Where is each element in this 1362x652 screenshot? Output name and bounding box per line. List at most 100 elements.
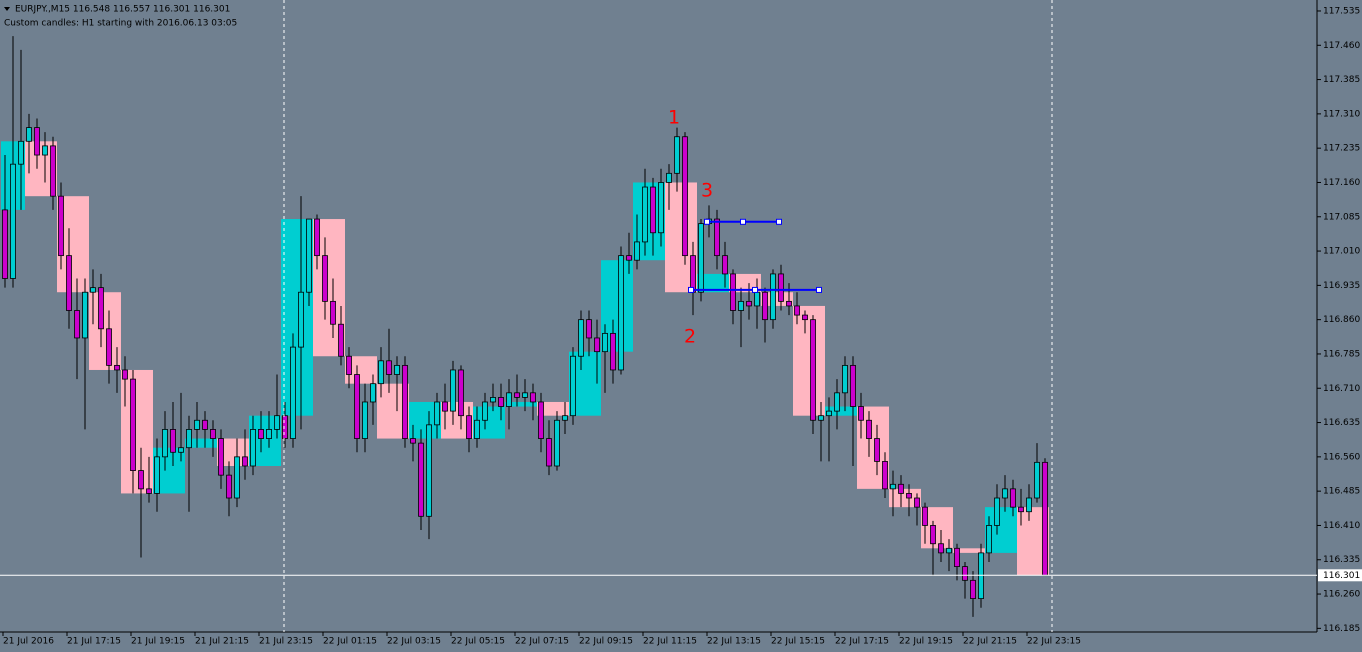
- candle-body-up: [674, 136, 680, 174]
- x-tick-label: 22 Jul 15:15: [771, 637, 825, 647]
- candle-body-down: [866, 419, 872, 439]
- level-anchor: [688, 286, 694, 293]
- candle-body-up: [754, 291, 760, 307]
- x-tick-label: 22 Jul 01:15: [323, 637, 377, 647]
- candle-body-down: [594, 337, 600, 353]
- y-tick-label: 117.010: [1323, 247, 1360, 257]
- candle-body-up: [570, 355, 576, 417]
- candle-body-up: [658, 182, 664, 234]
- candle-body-up: [578, 319, 584, 357]
- candle-body-down: [314, 218, 320, 257]
- candle-body-up: [250, 429, 256, 467]
- candle-body-up: [994, 497, 1000, 526]
- candle-body-up: [26, 127, 32, 142]
- x-tick-label: 22 Jul 05:15: [451, 637, 505, 647]
- last-price-box: [1318, 569, 1362, 582]
- annotation: 1: [668, 107, 680, 129]
- candle-body-up: [834, 392, 840, 412]
- chart-title: EURJPY.,M15 116.548 116.557 116.301 116.…: [15, 5, 230, 15]
- candle-body-up: [290, 346, 296, 439]
- candle-body-up: [562, 415, 568, 421]
- candle-body-down: [50, 145, 56, 197]
- candle-body-up: [154, 456, 160, 494]
- candle-body-down: [418, 442, 424, 517]
- candle-body-up: [90, 287, 96, 293]
- level-anchor: [752, 286, 758, 293]
- candle-body-down: [466, 415, 472, 439]
- candle-body-down: [530, 392, 536, 403]
- y-tick-label: 116.710: [1323, 384, 1360, 394]
- candle-body-down: [282, 415, 288, 439]
- candle-body-down: [882, 461, 888, 490]
- candle-body-up: [826, 410, 832, 417]
- candle-body-down: [914, 497, 920, 508]
- candle-body-down: [122, 369, 128, 380]
- candle-body-up: [1002, 488, 1008, 499]
- candle-body-down: [514, 392, 520, 398]
- y-tick-label: 116.860: [1323, 315, 1360, 325]
- candle-body-up: [378, 360, 384, 385]
- candle-body-up: [482, 401, 488, 421]
- candle-body-down: [1018, 506, 1024, 513]
- level-anchor: [740, 218, 746, 225]
- candle-body-down: [410, 438, 416, 444]
- x-tick-label: 21 Jul 17:15: [67, 637, 121, 647]
- candle-body-down: [258, 429, 264, 439]
- candle-body-down: [98, 287, 104, 330]
- y-tick-label: 116.935: [1323, 281, 1360, 291]
- candle-body-up: [274, 415, 280, 430]
- y-tick-label: 117.460: [1323, 41, 1360, 51]
- candle-body-down: [538, 401, 544, 439]
- candle-body-up: [666, 172, 672, 183]
- candle-body-up: [1026, 497, 1032, 513]
- candle-body-up: [18, 140, 24, 165]
- candle-body-down: [906, 493, 912, 499]
- x-tick-label: 22 Jul 19:15: [899, 637, 953, 647]
- candle-body-down: [762, 291, 768, 321]
- candle-body-down: [898, 483, 904, 494]
- candle-body-up: [186, 429, 192, 449]
- candle-body-up: [634, 241, 640, 261]
- candle-body-down: [74, 310, 80, 339]
- candle-body-up: [42, 145, 48, 156]
- y-tick-label: 116.560: [1323, 452, 1360, 462]
- candle-body-up: [946, 547, 952, 554]
- candle-body-down: [714, 218, 720, 257]
- candle-body-down: [970, 579, 976, 600]
- candle-body-up: [522, 392, 528, 398]
- candle-body-up: [298, 291, 304, 348]
- chart-subtitle: Custom candles: H1 starting with 2016.06…: [4, 19, 237, 29]
- level-anchor: [704, 218, 710, 225]
- level-anchor: [816, 286, 822, 293]
- candle-body-down: [858, 406, 864, 421]
- menu-arrow[interactable]: [4, 7, 10, 11]
- candle-body-down: [546, 438, 552, 467]
- candle-body-down: [442, 401, 448, 412]
- candle-body-up: [362, 401, 368, 439]
- candle-body-up: [986, 525, 992, 554]
- candle-body-down: [138, 470, 144, 490]
- h1-box-up: [697, 273, 729, 293]
- candle-body-up: [266, 429, 272, 439]
- candle-body-down: [586, 319, 592, 339]
- h1-box-up: [505, 401, 537, 407]
- candle-body-up: [434, 401, 440, 426]
- candle-body-down: [722, 255, 728, 275]
- candle-body-up: [474, 419, 480, 439]
- candle-body-up: [554, 419, 560, 467]
- candle-body-down: [810, 319, 816, 421]
- h1-box-up: [825, 406, 857, 416]
- y-tick-label: 117.235: [1323, 144, 1360, 154]
- candle-body-up: [234, 456, 240, 499]
- x-tick-label: 22 Jul 07:15: [515, 637, 569, 647]
- y-tick-label: 116.335: [1323, 555, 1360, 565]
- candle-body-up: [82, 291, 88, 339]
- candle-body-up: [178, 447, 184, 453]
- candle-body-down: [746, 300, 752, 307]
- h1-box-down: [953, 548, 985, 553]
- candle-body-down: [1042, 461, 1048, 576]
- candle-body-down: [778, 273, 784, 302]
- candle-body-down: [202, 419, 208, 430]
